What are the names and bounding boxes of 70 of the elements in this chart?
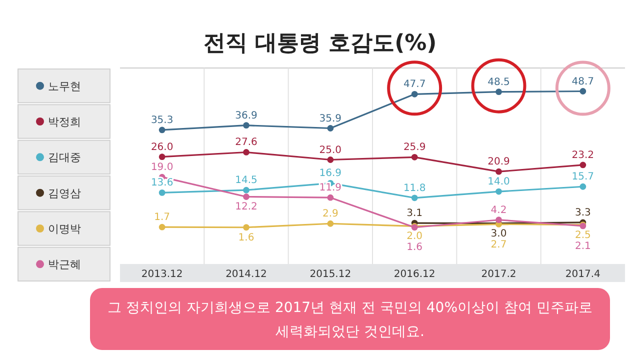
- point: [327, 156, 334, 163]
- text: 12.2: [235, 202, 258, 213]
- legend-label: 김영삼: [48, 186, 81, 200]
- x-tick-label: 2015.12: [310, 269, 352, 280]
- point: [496, 168, 502, 175]
- point: [158, 224, 166, 230]
- point: [158, 126, 166, 134]
- point: [243, 149, 250, 156]
- point: [580, 162, 586, 168]
- point: [496, 88, 502, 96]
- point: [411, 90, 418, 98]
- text: 48.7: [572, 76, 594, 88]
- point: [580, 88, 586, 94]
- text: 15.7: [572, 172, 594, 183]
- text: 25.9: [403, 142, 426, 154]
- text: 16.9: [319, 168, 342, 180]
- point: [496, 216, 502, 224]
- x-tick-label: 2017.2: [481, 269, 516, 280]
- point: [158, 189, 166, 196]
- text: 14.5: [235, 175, 258, 186]
- text: 36.9: [235, 110, 258, 122]
- point: [327, 125, 334, 132]
- point: [243, 186, 250, 194]
- point: [243, 224, 250, 231]
- text: 13.6: [150, 178, 174, 189]
- text: 3.0: [490, 228, 507, 240]
- text: 14.0: [488, 176, 510, 188]
- text: 2.0: [406, 231, 423, 242]
- text: 2.5: [574, 230, 591, 241]
- chart-title: 전직 대통령 호감도(%): [203, 31, 437, 56]
- text: 47.7: [403, 79, 426, 90]
- text: 3.3: [574, 207, 591, 218]
- point: [158, 154, 166, 160]
- text: 1.6: [406, 242, 423, 254]
- text: 19.0: [150, 162, 174, 174]
- text: 11.9: [319, 182, 342, 194]
- point: [411, 194, 418, 202]
- text: 2.7: [490, 239, 507, 250]
- text: 2.1: [574, 240, 591, 252]
- text: 그 정치인의 자기희생으로 2017년 현재 전 국민의 40%이상이 참여 민주파로 세력화되었단 것인데요.: [106, 299, 594, 342]
- text: 1.6: [238, 232, 254, 244]
- legend-label: 노무현: [48, 80, 81, 93]
- point: [243, 194, 250, 200]
- legend-label: 박정희: [48, 116, 81, 128]
- text: 11.8: [403, 182, 426, 194]
- point: [580, 183, 586, 190]
- point: [327, 194, 334, 201]
- text: 23.2: [572, 150, 594, 161]
- text: 48.5: [488, 76, 510, 88]
- point: [411, 154, 418, 160]
- text: 1.7: [154, 212, 170, 224]
- text: 25.0: [319, 144, 342, 156]
- legend-label: 김대중: [48, 151, 81, 164]
- x-tick-label: 2013.12: [141, 269, 183, 280]
- text: 4.2: [490, 204, 507, 216]
- point: [496, 188, 502, 195]
- x-tick-label: 2014.12: [226, 269, 267, 280]
- x-tick-label: 2016.12: [394, 269, 436, 280]
- text: 27.6: [235, 137, 258, 148]
- text: 3.1: [406, 208, 423, 220]
- text: 35.9: [319, 113, 342, 124]
- legend-label: 이명박: [48, 222, 81, 236]
- text: 26.0: [150, 142, 174, 153]
- legend-label: 박근혜: [48, 258, 81, 272]
- text: 35.3: [150, 114, 174, 126]
- text: 2.9: [322, 208, 338, 220]
- point: [243, 122, 250, 129]
- x-tick-label: 2017.4: [565, 269, 600, 280]
- text: 20.9: [488, 156, 510, 168]
- point: [327, 220, 334, 227]
